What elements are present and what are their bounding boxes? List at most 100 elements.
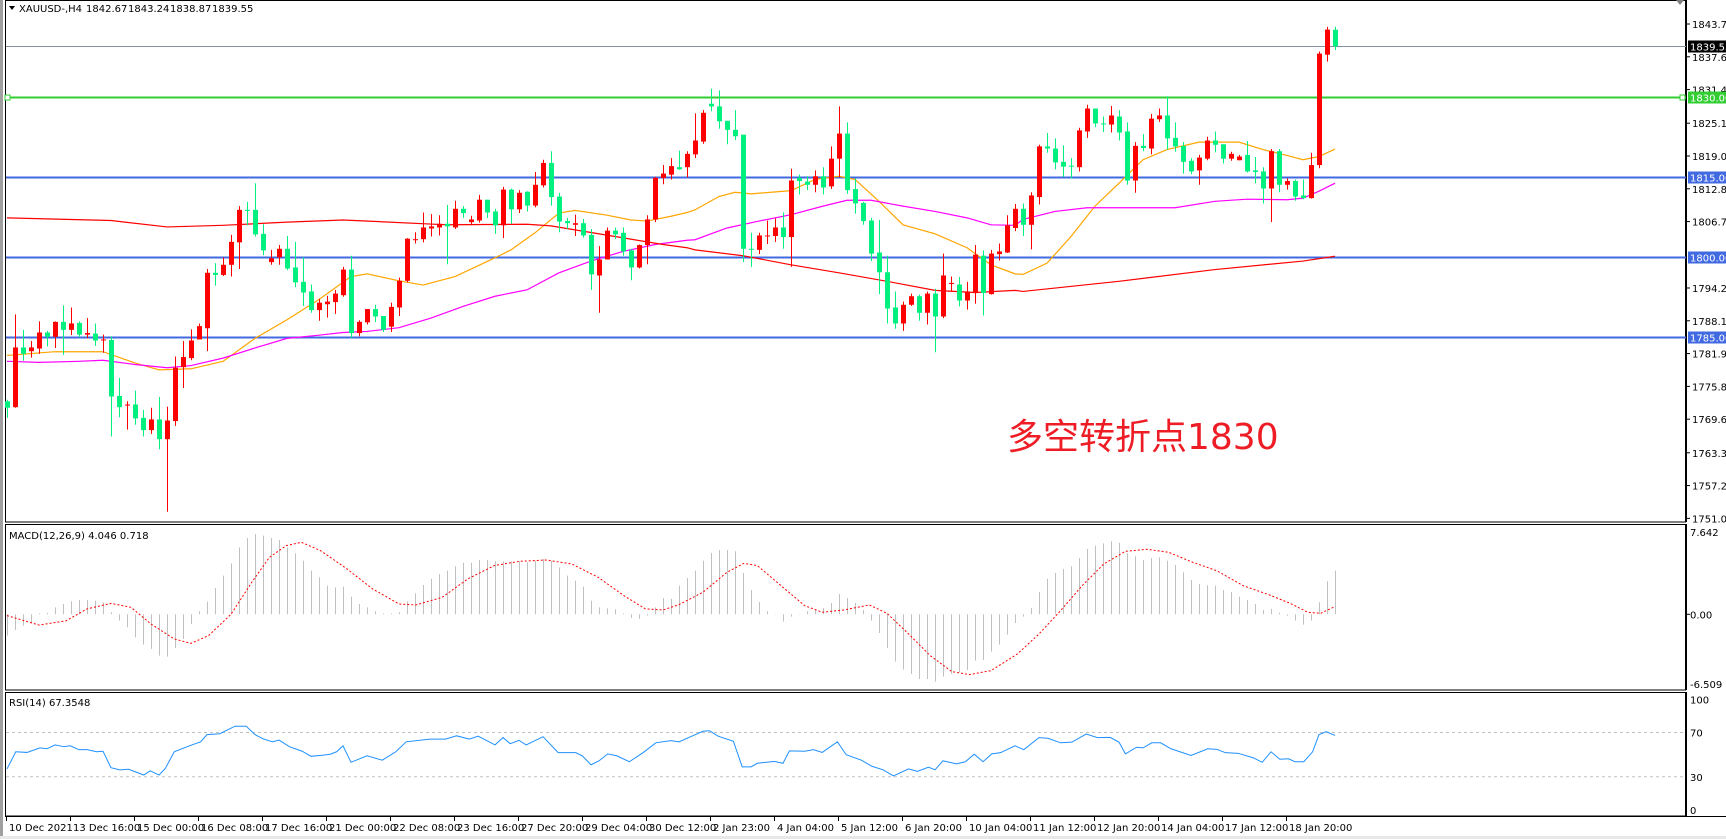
candle [133, 390, 138, 425]
candle-body [1101, 123, 1106, 125]
candle-body [101, 339, 106, 341]
candle-body [461, 208, 466, 214]
candle [557, 192, 562, 233]
candle [245, 201, 250, 226]
macd-panel[interactable] [5, 524, 1686, 691]
candle-body [933, 293, 938, 317]
candle [389, 302, 394, 332]
candle [749, 232, 754, 267]
candle-body [1309, 165, 1314, 199]
price-tick-label: 1843.75 [1692, 20, 1726, 31]
candle-body [709, 103, 714, 107]
candle-body [645, 219, 650, 246]
candle [981, 250, 986, 316]
candle-body [245, 209, 250, 211]
candle [229, 234, 234, 277]
price-tick-label: 1769.65 [1692, 415, 1726, 426]
candle-body [141, 417, 146, 431]
main-price-panel[interactable] [5, 0, 1686, 523]
level-label: 1785.00 [1690, 334, 1726, 345]
candle-body [37, 332, 42, 349]
time-axis-label: 13 Dec 16:00 [73, 823, 140, 834]
candle [1269, 149, 1274, 223]
candle [1317, 51, 1322, 169]
candle [77, 321, 82, 338]
candle [789, 168, 794, 267]
candle [829, 146, 834, 190]
candle [1101, 116, 1106, 132]
candle [197, 323, 202, 340]
candle-body [1333, 29, 1338, 47]
chart-symbol: XAUUSD-,H4 [19, 4, 82, 15]
candle-body [533, 184, 538, 206]
candle-body [1029, 195, 1034, 225]
candle [709, 88, 714, 112]
level-label-bg [1688, 331, 1726, 344]
candle [693, 113, 698, 159]
candle [765, 220, 770, 244]
candle [205, 269, 210, 352]
candle-body [125, 404, 130, 406]
annotation-text[interactable]: 多空转折点1830 [1007, 417, 1279, 458]
macd-indicator: 7.642 0.00 -6.509 [6, 524, 1722, 691]
candle [1237, 154, 1242, 161]
candle-body [749, 248, 754, 250]
candle-body [21, 347, 26, 354]
candle-body [509, 189, 514, 210]
moving-average-line-3 [6, 217, 1336, 294]
triangle-down-icon[interactable] [9, 6, 15, 10]
candle-body [1173, 137, 1178, 147]
candle [733, 110, 738, 140]
candle [1117, 110, 1122, 141]
candle [45, 330, 50, 347]
candle-body [549, 162, 554, 198]
line-handle-left[interactable] [4, 94, 11, 101]
candle [725, 120, 730, 145]
candle [773, 218, 778, 242]
candle-body [1013, 208, 1018, 228]
price-tick-label: 1757.20 [1692, 482, 1726, 493]
candle-body [925, 293, 930, 313]
candle [509, 188, 514, 224]
candle-body [325, 301, 330, 305]
candle-body [1117, 116, 1122, 133]
candle [1293, 179, 1298, 201]
candle [1285, 178, 1290, 190]
candle-body [557, 196, 562, 222]
candle [701, 110, 706, 144]
time-axis-label: 17 Jan 12:00 [1225, 823, 1288, 834]
time-axis-label: 10 Jan 04:00 [969, 823, 1032, 834]
candle-body [1141, 145, 1146, 148]
candle [365, 309, 370, 325]
candle [1133, 142, 1138, 193]
time-axis-label: 30 Dec 12:00 [649, 823, 716, 834]
candle [125, 401, 130, 430]
candle [1229, 151, 1234, 161]
price-tick-label: 1763.35 [1692, 449, 1726, 460]
candle [917, 294, 922, 321]
candle-body [1109, 115, 1114, 125]
candle [1181, 142, 1186, 174]
candle-body [853, 189, 858, 204]
candle-body [485, 199, 490, 213]
candle-body [189, 340, 194, 359]
candle-body [1021, 208, 1026, 225]
chart-shift-marker-icon[interactable] [1676, 0, 1684, 5]
candle [269, 249, 274, 265]
candle-body [1189, 160, 1194, 172]
time-axis-label: 23 Dec 16:00 [457, 823, 524, 834]
candle-body [413, 239, 418, 241]
candle [413, 232, 418, 244]
candle-body [301, 281, 306, 293]
candle [1165, 96, 1170, 150]
candle [253, 183, 258, 237]
macd-axis-label: 0.00 [1690, 610, 1712, 621]
candle-body [365, 309, 370, 323]
candle-body [1221, 144, 1226, 159]
line-handle-right[interactable] [1679, 94, 1686, 101]
candle-body [5, 401, 10, 408]
candle [1061, 145, 1066, 177]
candle-body [773, 227, 778, 236]
